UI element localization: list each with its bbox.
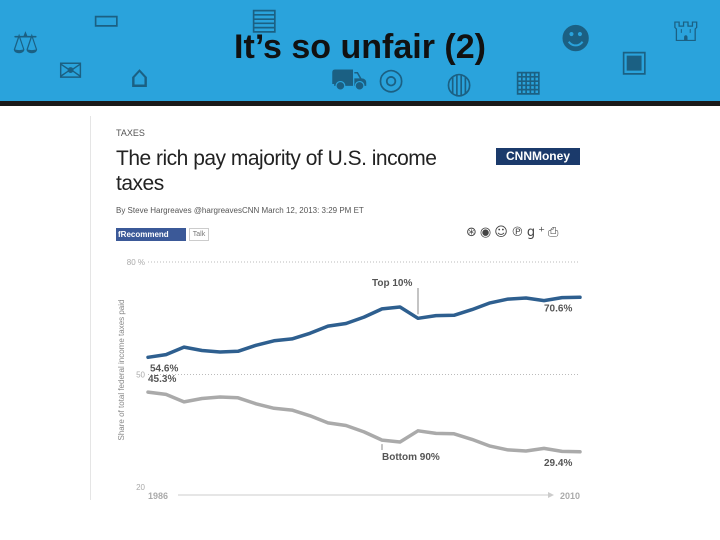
data-label: 29.4% [544,458,572,469]
pinterest-icon[interactable]: ℗ [510,225,527,240]
people-icon: ☻ [560,22,592,57]
briefcase-icon: ▦ [514,64,543,99]
x-tick-label: 2010 [560,491,580,501]
y-tick-label: 20 [136,483,145,492]
money-icon: ✉ [58,54,84,89]
article-left-border [90,116,91,500]
section-label: TAXES [116,128,145,138]
banner-divider [0,101,720,106]
fingerprint-icon: ◎ [378,62,405,97]
slide-title: It’s so unfair (2) [234,28,486,66]
facebook-icon: f [118,230,121,239]
car-icon: ⛟ [330,62,368,97]
talk-button[interactable]: Talk [189,228,209,241]
facebook-recommend-button[interactable]: fRecommend [116,228,186,241]
house-icon: ⌂ [130,60,150,95]
digg-icon[interactable]: ◉ [479,225,495,240]
monitor-icon: ▣ [620,44,649,79]
laptop-icon: ▭ [92,2,121,37]
series-label-top-10: Top 10% [372,278,412,289]
header-banner: ⚖ ✉ ▭ ▤ ⌂ ⛟ ◎ ☻ ⛫ ▣ ◍ ▦ It’s so unfair (… [0,0,720,101]
gavel-icon: ⚖ [12,26,39,61]
article-headline: The rich pay majority of U.S. income tax… [116,147,437,195]
data-label: 45.3% [148,374,176,385]
article-screenshot [90,116,610,500]
article-byline: By Steve Hargreaves @hargreavesCNN March… [116,206,364,215]
x-tick-label: 1986 [148,491,168,501]
data-label: 54.6% [150,363,178,374]
y-axis-label: Share of total federal income taxes paid [117,300,126,441]
x-axis-arrow [548,492,554,498]
globe-icon: ◍ [446,66,473,101]
stumbleupon-icon[interactable]: ⊛ [466,225,480,240]
y-tick-label: 50 [136,371,145,380]
series-line-bottom-90 [146,390,582,454]
share-toolbar: ⊛◉☺℗g⁺⎙ [466,225,561,240]
recommend-label: Recommend [120,230,169,239]
data-label: 70.6% [544,303,572,314]
series-line-top-10 [146,295,582,360]
reddit-icon[interactable]: ☺ [494,225,511,240]
storefront-icon: ▤ [250,2,279,37]
series-label-bottom-90: Bottom 90% [382,452,440,463]
y-tick-label: 80 % [127,258,145,267]
cnnmoney-logo: CNNMoney [496,148,580,165]
capitol-icon: ⛫ [672,14,700,49]
google-plus-icon[interactable]: g⁺ [526,225,548,240]
print-icon[interactable]: ⎙ [547,225,562,240]
